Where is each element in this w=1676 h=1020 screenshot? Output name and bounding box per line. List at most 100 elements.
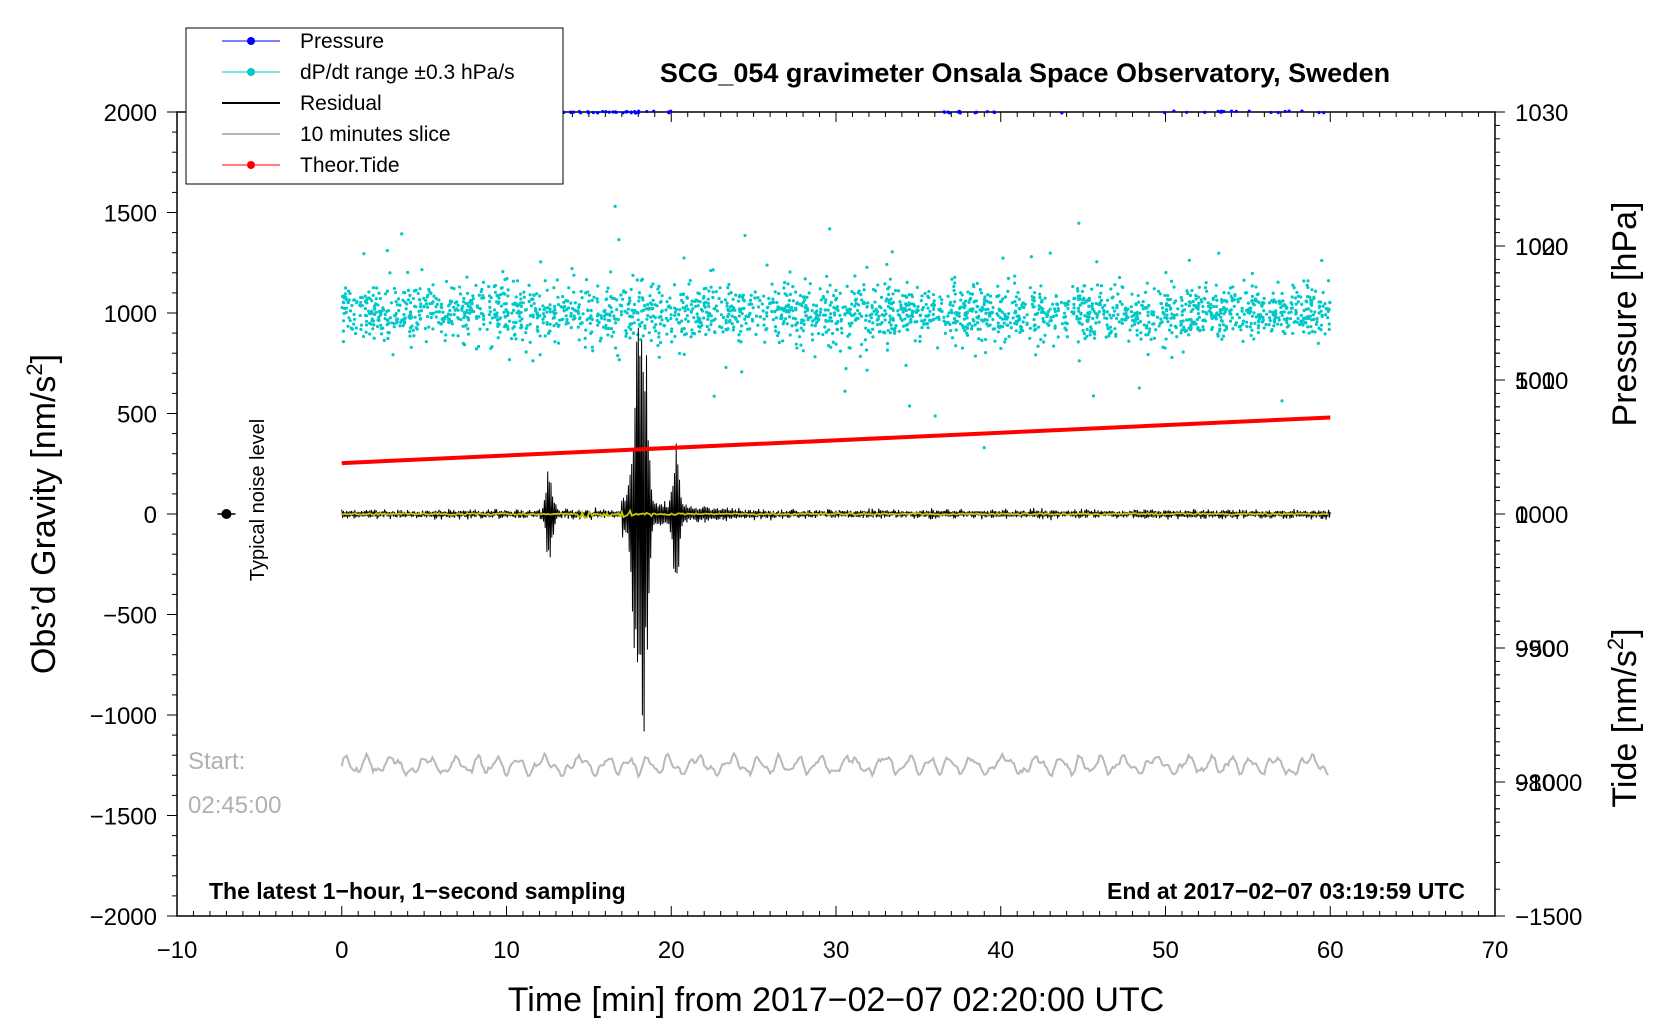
dpdt-point [373,307,377,311]
dpdt-point [937,317,941,322]
dpdt-point [856,303,861,307]
dpdt-point [778,306,783,310]
dpdt-point [788,292,793,297]
dpdt-point [1193,321,1197,325]
dpdt-point [538,334,542,338]
dpdt-point [404,307,408,311]
dpdt-point [893,288,898,293]
dpdt-point [395,321,399,325]
dpdt-point [1146,310,1150,314]
pressure-point [1172,109,1176,113]
dpdt-point [646,313,650,318]
dpdt-point [408,330,412,334]
dpdt-point [818,310,823,314]
dpdt-point [673,310,677,314]
dpdt-point [719,313,724,317]
dpdt-point [681,306,685,310]
dpdt-point [478,327,482,331]
dpdt-point [880,320,884,325]
dpdt-point [1028,336,1032,340]
dpdt-point [946,320,950,325]
dpdt-point [983,337,988,342]
dpdt-point [684,317,688,321]
dpdt-point [1048,251,1052,255]
dpdt-point [1032,305,1036,309]
dpdt-point [1278,301,1282,306]
dpdt-point [650,302,654,306]
dpdt-point [1122,312,1126,316]
dpdt-point [785,322,789,326]
dpdt-point [377,291,381,295]
dpdt-point [417,309,421,313]
dpdt-point [999,346,1003,351]
dpdt-point [488,305,492,309]
dpdt-point [805,295,809,299]
dpdt-point [545,321,549,325]
dpdt-point [760,302,764,306]
dpdt-point [395,303,399,307]
dpdt-point [409,301,413,305]
dpdt-point [986,293,990,297]
dpdt-point [1310,329,1314,334]
dpdt-point [1028,286,1032,290]
dpdt-point [1016,291,1020,295]
dpdt-point [800,318,804,322]
dpdt-point [1217,251,1221,255]
dpdt-point [1150,310,1154,314]
dpdt-point [1145,324,1149,328]
dpdt-point [902,306,906,311]
dpdt-point [494,300,499,304]
dpdt-point [904,308,908,313]
y-left-tick-label: −2000 [90,904,157,931]
dpdt-point [883,331,887,335]
dpdt-point [724,365,728,370]
dpdt-point [707,328,711,332]
dpdt-point [814,321,819,325]
dpdt-point [398,303,402,307]
pressure-point [1300,109,1304,113]
dpdt-point [901,293,905,298]
dpdt-point [1323,313,1328,317]
dpdt-point [698,320,702,324]
dpdt-point [528,314,532,318]
dpdt-point [563,304,567,309]
dpdt-point [953,292,957,296]
dpdt-point [631,331,636,336]
dpdt-point [762,317,766,321]
dpdt-point [514,320,518,325]
dpdt-point [802,322,806,326]
dpdt-point [813,324,817,328]
dpdt-point [371,286,376,290]
dpdt-point [597,320,601,324]
dpdt-point [976,321,980,325]
dpdt-point [417,313,422,317]
dpdt-point [1267,316,1272,320]
dpdt-point [452,312,456,317]
dpdt-point [468,311,472,315]
dpdt-point [596,312,600,316]
dpdt-point [602,309,606,314]
dpdt-point [1082,296,1086,300]
dpdt-point [1072,302,1076,306]
dpdt-point [499,292,503,297]
dpdt-point [1236,297,1240,302]
dpdt-point [1250,299,1254,303]
dpdt-point [1066,306,1070,310]
dpdt-point [1302,316,1306,320]
dpdt-point [998,300,1003,304]
dpdt-point [1324,307,1328,311]
dpdt-point [616,318,620,322]
dpdt-point [1095,313,1100,317]
dpdt-point [419,302,423,306]
dpdt-point [1285,325,1289,329]
dpdt-point [939,301,944,306]
dpdt-point [1013,281,1017,285]
dpdt-point [1066,302,1070,307]
dpdt-point [411,296,415,301]
dpdt-point [605,289,609,294]
dpdt-point [1206,301,1210,305]
dpdt-point [512,333,517,337]
dpdt-point [503,314,507,319]
dpdt-point [943,331,947,335]
dpdt-point [617,238,621,242]
